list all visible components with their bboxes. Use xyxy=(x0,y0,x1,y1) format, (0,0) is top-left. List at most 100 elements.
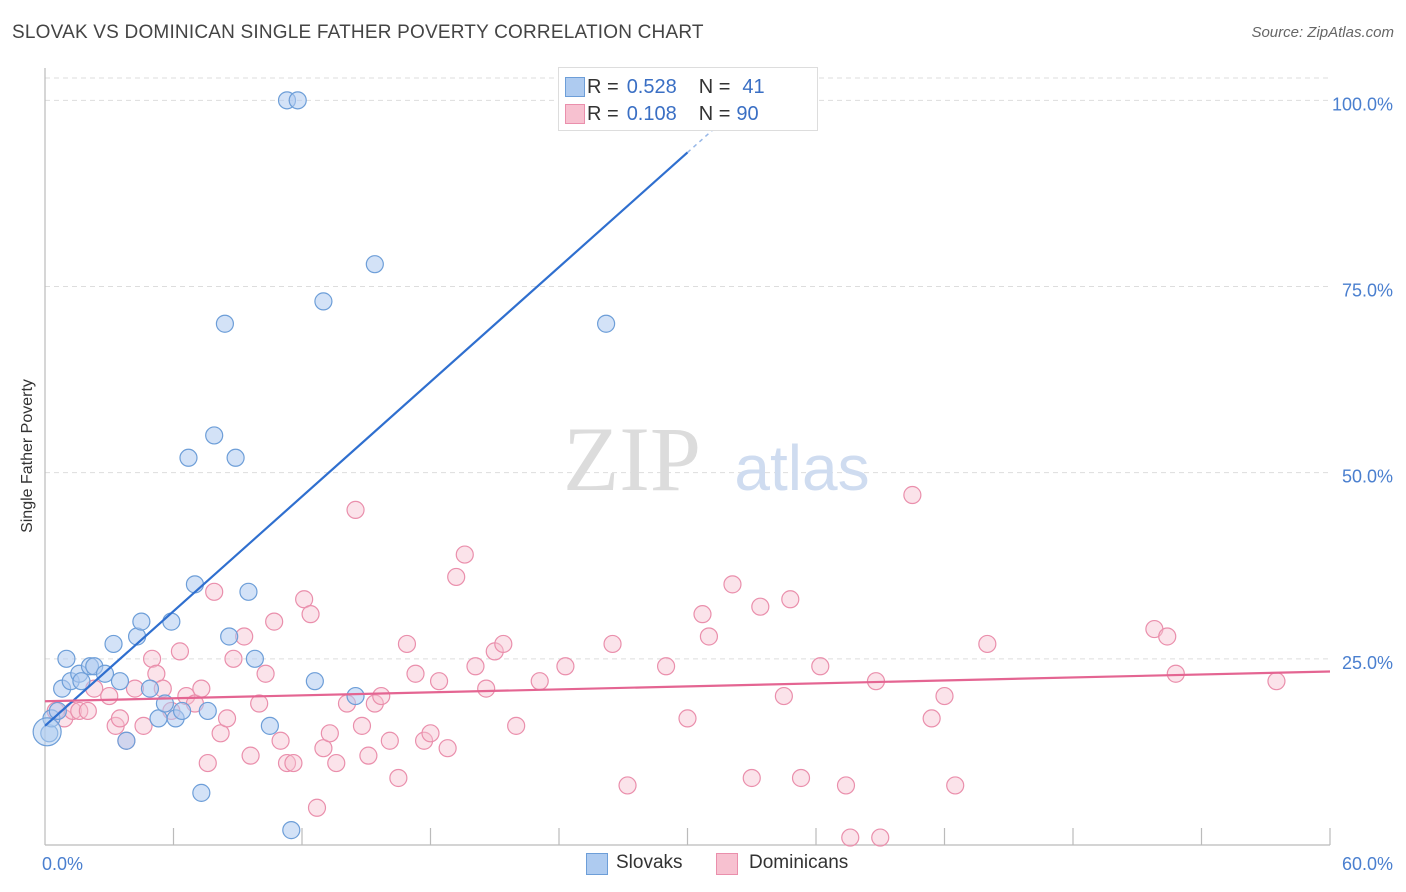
slovak-point-39 xyxy=(365,255,384,274)
dominican-point-72 xyxy=(781,590,800,609)
slovak-point-36 xyxy=(305,672,324,691)
dominican-point-79 xyxy=(903,485,922,505)
dominican-point-52 xyxy=(438,739,457,758)
dominican-point-50 xyxy=(421,724,440,743)
slovak-point-cluster xyxy=(32,717,62,747)
dominican-point-31 xyxy=(277,753,297,773)
slovak-point-40 xyxy=(597,314,616,333)
dominican-point-20 xyxy=(198,753,217,773)
dominican-point-19 xyxy=(192,679,211,698)
dominican-point-61 xyxy=(556,657,575,676)
dominican-point-60 xyxy=(530,672,549,691)
dominican-trend-line xyxy=(44,670,1331,703)
dominican-point-73 xyxy=(791,768,811,788)
dominican-point-81 xyxy=(935,686,954,706)
slovak-point-30 xyxy=(239,582,258,601)
dominican-point-45 xyxy=(380,731,399,750)
dominican-point-54 xyxy=(455,545,474,564)
slovak-point-7 xyxy=(72,672,91,691)
dominican-point-16 xyxy=(170,642,190,661)
dominican-point-82 xyxy=(946,776,965,795)
slovak-point-32 xyxy=(260,716,279,735)
bottom-legend-dominicans: Dominicans xyxy=(716,852,848,875)
slovak-points xyxy=(32,91,616,840)
x-tick-label-max: 60.0% xyxy=(1342,854,1393,874)
legend-r-value-slovaks: 0.528 xyxy=(626,75,677,98)
slovak-point-24 xyxy=(192,783,211,802)
dominican-point-47 xyxy=(397,634,417,654)
slovak-point-26 xyxy=(205,426,224,445)
dominican-point-55 xyxy=(466,657,485,676)
dominican-point-76 xyxy=(841,828,860,847)
legend-n-label-dominicans: N = xyxy=(698,102,731,125)
chart-title: SLOVAK VS DOMINICAN SINGLE FATHER POVERT… xyxy=(12,22,704,43)
y-tick-label-100: 100.0% xyxy=(1332,94,1393,114)
dominican-point-85 xyxy=(1158,627,1177,646)
dominican-point-67 xyxy=(699,627,719,646)
slovak-point-4 xyxy=(57,649,76,668)
legend-n-value-slovaks: 41 xyxy=(742,75,765,98)
dominican-point-37 xyxy=(320,724,339,743)
dominican-point-38 xyxy=(327,753,346,773)
source-credit: Source: ZipAtlas.com xyxy=(1251,24,1394,41)
slovak-point-2 xyxy=(48,701,67,721)
slovak-point-27 xyxy=(215,314,234,333)
dominican-point-29 xyxy=(265,612,284,631)
dominican-point-27 xyxy=(250,694,269,713)
slovak-trend-line xyxy=(44,151,689,727)
legend-swatch-slovaks xyxy=(565,77,585,97)
dominican-point-69 xyxy=(742,768,761,788)
dominican-point-41 xyxy=(352,716,372,735)
dominican-point-62 xyxy=(603,634,622,654)
dominican-point-42 xyxy=(359,746,378,765)
dominican-point-70 xyxy=(751,597,770,616)
slovak-point-28 xyxy=(220,627,239,646)
y-axis-label: Single Father Poverty xyxy=(19,379,36,533)
dominican-point-83 xyxy=(978,634,997,654)
dominican-point-56 xyxy=(477,679,496,698)
slovak-point-35 xyxy=(282,821,301,840)
dominican-point-30 xyxy=(271,731,290,750)
dominican-point-78 xyxy=(871,828,890,847)
dominican-point-68 xyxy=(723,575,742,594)
x-tick-label-min: 0.0% xyxy=(42,854,83,874)
dominican-point-24 xyxy=(224,649,243,668)
legend-r-label-slovaks: R = xyxy=(587,75,619,98)
slovak-point-22 xyxy=(179,448,198,467)
slovak-point-25 xyxy=(198,701,217,721)
dominican-point-66 xyxy=(693,605,712,624)
legend-row-slovaks: R = 0.528 N = 41 xyxy=(565,75,765,99)
dominican-point-26 xyxy=(241,746,260,765)
dominican-point-53 xyxy=(447,567,466,587)
dominican-point-11 xyxy=(134,716,153,735)
slovak-point-21 xyxy=(172,701,192,721)
bottom-legend-label-slovaks: Slovaks xyxy=(616,852,683,873)
watermark-zip: ZIP xyxy=(563,408,701,510)
dominican-point-21 xyxy=(205,582,224,601)
dominican-point-51 xyxy=(429,672,449,691)
dominican-point-34 xyxy=(301,605,320,624)
bottom-legend-slovaks: Slovaks xyxy=(586,852,683,875)
dominican-point-6 xyxy=(100,686,119,706)
dominican-point-80 xyxy=(922,709,941,728)
dominican-point-87 xyxy=(1267,672,1286,691)
bottom-legend-swatch-dominicans xyxy=(716,853,738,875)
dominican-point-64 xyxy=(656,657,676,676)
dominican-point-63 xyxy=(618,776,637,795)
slovak-point-12 xyxy=(110,672,130,691)
legend-r-label-dominicans: R = xyxy=(587,102,619,125)
dominican-point-40 xyxy=(346,500,365,520)
dominican-point-74 xyxy=(811,657,830,676)
legend-n-value-dominicans: 90 xyxy=(736,102,759,125)
slovak-point-34 xyxy=(288,91,307,110)
dominican-point-35 xyxy=(307,798,327,817)
slovak-point-23 xyxy=(185,575,205,594)
slovak-point-31 xyxy=(245,649,264,668)
slovak-point-16 xyxy=(140,679,160,698)
legend-row-dominicans: R = 0.108 N = 90 xyxy=(565,102,759,126)
legend-n-label-slovaks: N = xyxy=(698,75,731,98)
bottom-legend-swatch-slovaks xyxy=(586,853,608,875)
watermark-atlas: atlas xyxy=(734,432,869,504)
dominican-point-4 xyxy=(78,701,97,721)
dominican-point-23 xyxy=(217,709,237,728)
